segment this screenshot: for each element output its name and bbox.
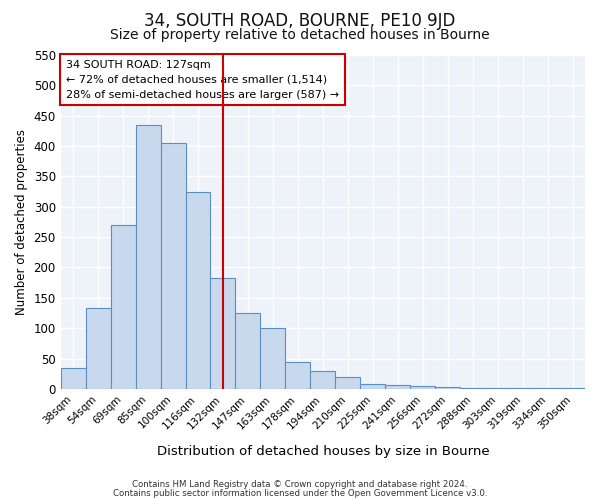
Bar bbox=[286, 362, 310, 389]
Bar bbox=[485, 388, 510, 389]
Bar bbox=[185, 192, 211, 389]
Bar bbox=[335, 377, 360, 389]
Text: Contains HM Land Registry data © Crown copyright and database right 2024.: Contains HM Land Registry data © Crown c… bbox=[132, 480, 468, 489]
Bar bbox=[310, 370, 335, 389]
Bar bbox=[410, 386, 435, 389]
Bar bbox=[235, 313, 260, 389]
Bar bbox=[460, 388, 485, 389]
Bar bbox=[110, 225, 136, 389]
Bar bbox=[61, 368, 86, 389]
Text: 34 SOUTH ROAD: 127sqm
← 72% of detached houses are smaller (1,514)
28% of semi-d: 34 SOUTH ROAD: 127sqm ← 72% of detached … bbox=[66, 60, 339, 100]
Bar bbox=[535, 388, 560, 389]
Bar bbox=[161, 143, 185, 389]
Bar bbox=[136, 125, 161, 389]
Bar bbox=[211, 278, 235, 389]
Bar bbox=[260, 328, 286, 389]
Text: Contains public sector information licensed under the Open Government Licence v3: Contains public sector information licen… bbox=[113, 488, 487, 498]
Bar bbox=[385, 384, 410, 389]
Y-axis label: Number of detached properties: Number of detached properties bbox=[15, 129, 28, 315]
Bar bbox=[86, 308, 110, 389]
Text: 34, SOUTH ROAD, BOURNE, PE10 9JD: 34, SOUTH ROAD, BOURNE, PE10 9JD bbox=[145, 12, 455, 30]
Text: Size of property relative to detached houses in Bourne: Size of property relative to detached ho… bbox=[110, 28, 490, 42]
Bar bbox=[435, 387, 460, 389]
Bar bbox=[510, 388, 535, 389]
Bar bbox=[560, 388, 585, 389]
X-axis label: Distribution of detached houses by size in Bourne: Distribution of detached houses by size … bbox=[157, 444, 489, 458]
Bar bbox=[360, 384, 385, 389]
